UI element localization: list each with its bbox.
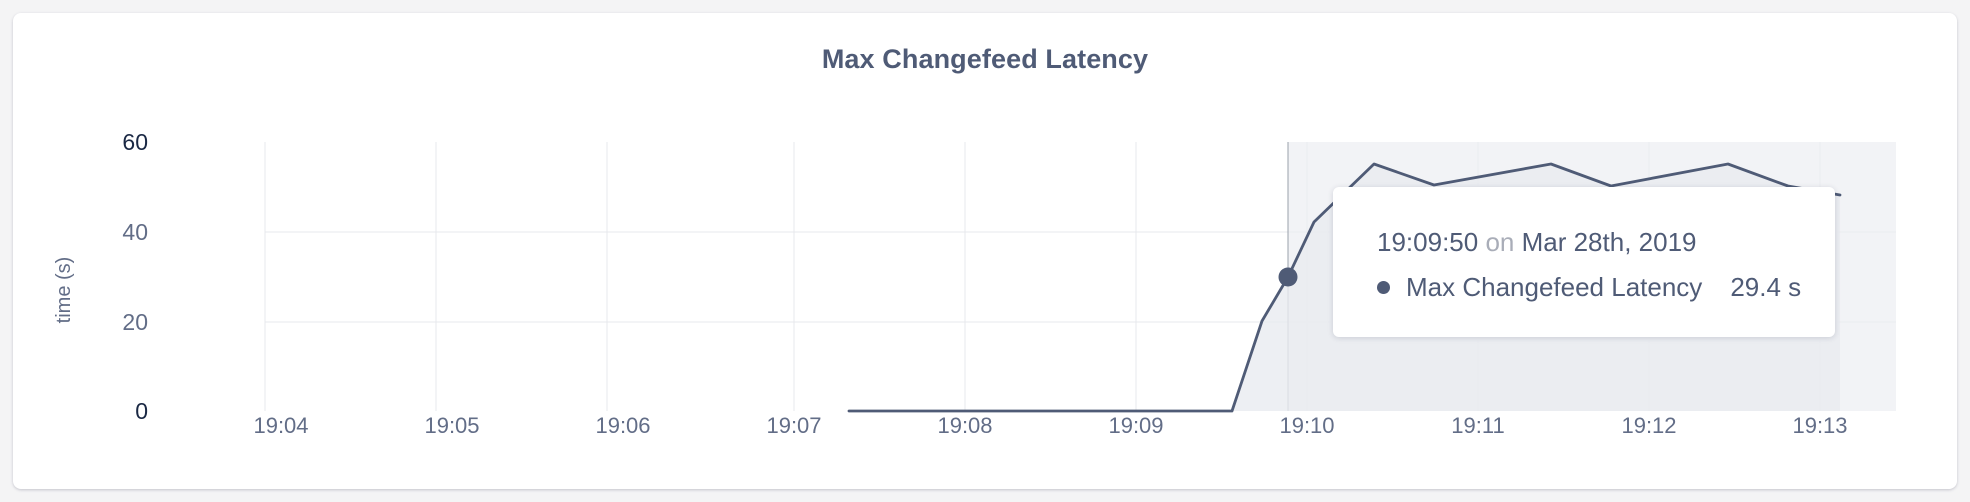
svg-text:19:12: 19:12 xyxy=(1621,413,1676,438)
svg-text:60: 60 xyxy=(122,129,148,155)
svg-text:19:11: 19:11 xyxy=(1451,413,1504,438)
svg-text:19:10: 19:10 xyxy=(1279,413,1334,438)
svg-text:19:09: 19:09 xyxy=(1108,413,1163,438)
svg-text:19:07: 19:07 xyxy=(766,413,821,438)
svg-text:0: 0 xyxy=(135,398,148,424)
svg-text:time (s): time (s) xyxy=(53,257,75,324)
svg-text:19:05: 19:05 xyxy=(424,413,479,438)
svg-text:19:08: 19:08 xyxy=(937,413,992,438)
svg-text:20: 20 xyxy=(122,309,148,335)
svg-text:40: 40 xyxy=(122,219,148,245)
svg-text:19:04: 19:04 xyxy=(253,413,308,438)
svg-text:19:06: 19:06 xyxy=(595,413,650,438)
svg-text:19:13: 19:13 xyxy=(1792,413,1847,438)
